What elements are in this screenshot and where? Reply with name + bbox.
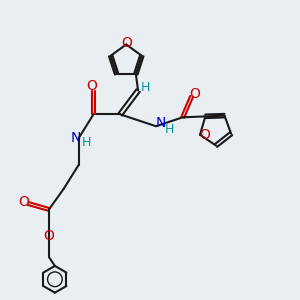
Text: O: O: [18, 195, 29, 209]
Text: N: N: [70, 131, 81, 145]
Text: O: O: [199, 128, 210, 142]
Text: O: O: [87, 79, 98, 93]
Text: O: O: [44, 229, 54, 243]
Text: N: N: [155, 116, 166, 130]
Text: O: O: [189, 86, 200, 100]
Text: H: H: [141, 81, 150, 94]
Text: H: H: [165, 123, 174, 136]
Text: O: O: [121, 36, 132, 50]
Text: H: H: [81, 136, 91, 149]
